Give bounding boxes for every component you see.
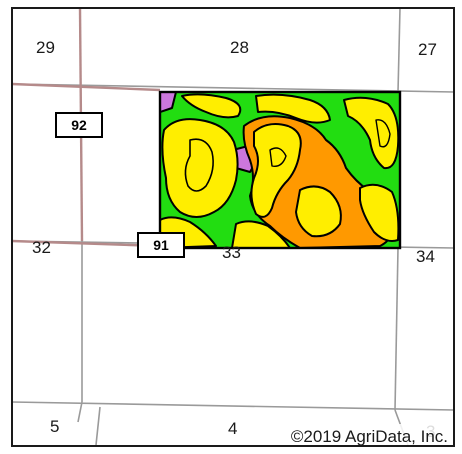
soil-unit-yellow — [295, 185, 342, 238]
copyright-backdrop — [238, 424, 452, 446]
road-shield-91[interactable]: 91 — [137, 232, 185, 258]
soil-unit-yellow — [359, 183, 400, 242]
field-boundary — [158, 90, 402, 250]
soil-contour — [184, 138, 214, 192]
road-line — [11, 239, 161, 248]
soil-unit-yellow — [231, 220, 291, 248]
section-line — [11, 401, 455, 411]
section-label-33: 33 — [222, 243, 241, 262]
section-label-5: 5 — [50, 417, 59, 436]
road-shield-92[interactable]: 92 — [55, 112, 103, 138]
copyright-text: ©2019 AgriData, Inc. — [291, 427, 448, 446]
soil-contour — [269, 147, 287, 167]
soil-unit-yellow — [255, 93, 331, 124]
road-shield-92-label: 92 — [71, 117, 87, 133]
soil-unit-yellow — [250, 123, 302, 218]
section-label-29: 29 — [36, 38, 55, 57]
section-label-32: 32 — [32, 238, 51, 257]
soil-contour — [375, 119, 391, 148]
section-line — [95, 406, 101, 446]
section-line — [77, 401, 83, 423]
map-border — [11, 7, 455, 447]
section-label-34: 34 — [416, 247, 435, 266]
section-line — [11, 83, 455, 93]
section-line — [397, 7, 401, 93]
road-line — [11, 82, 161, 92]
section-label-4: 4 — [228, 419, 237, 438]
soil-unit-yellow — [161, 118, 239, 218]
road-shield-91-label: 91 — [153, 237, 169, 253]
soil-unit-violet — [160, 92, 177, 113]
section-label-27: 27 — [418, 40, 437, 59]
soil-unit-yellow — [181, 93, 242, 119]
soil-unit-yellow — [343, 96, 400, 170]
section-line — [394, 247, 399, 411]
section-label-28: 28 — [230, 38, 249, 57]
soil-field[interactable] — [158, 90, 402, 250]
